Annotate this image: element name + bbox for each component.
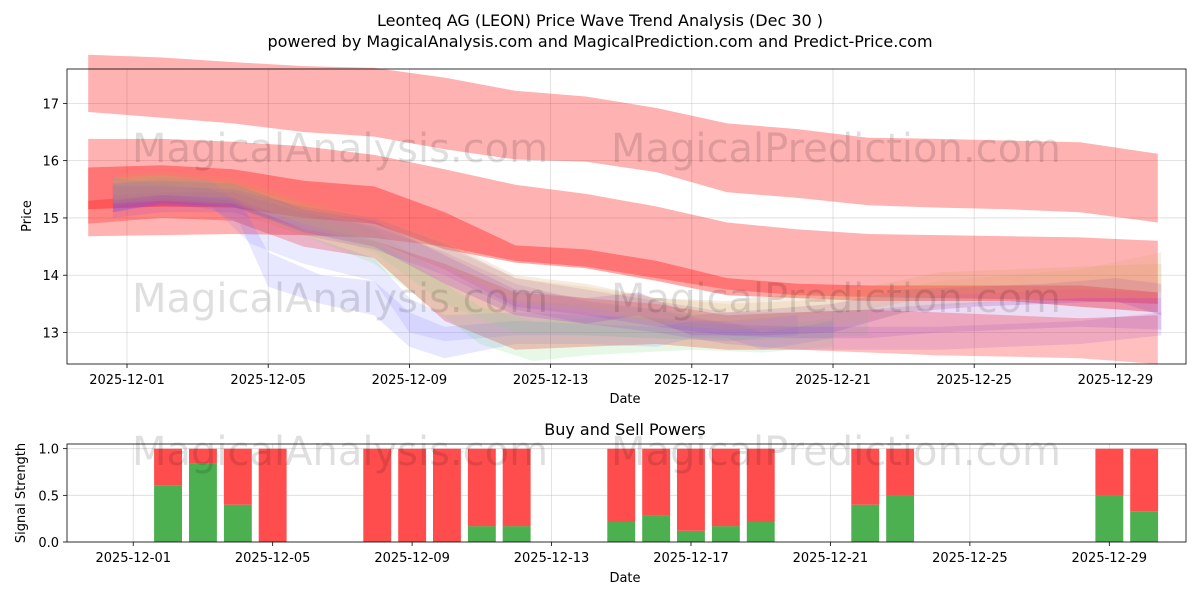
buy-power-bar [1130, 511, 1159, 542]
price-x-tick-label: 2025-12-01 [89, 373, 165, 388]
price-y-tick-label: 13 [42, 326, 59, 341]
watermark-analysis: MagicalAnalysis.com [132, 429, 548, 475]
watermark-analysis: MagicalAnalysis.com [132, 276, 548, 322]
signal-x-tick-label: 2025-12-09 [374, 551, 450, 566]
price-watermarks: MagicalAnalysis.com MagicalPrediction.co… [132, 126, 1061, 322]
sell-power-bar [1130, 448, 1159, 512]
signal-axes: 2025-12-01 2025-12-05 2025-12-09 2025-12-13… [38, 443, 1147, 566]
price-wave-orange [112, 172, 1162, 324]
signal-y-tick-label: 1.0 [38, 443, 59, 458]
buy-power-bar [886, 495, 915, 542]
price-band [88, 54, 1158, 223]
price-waves [112, 172, 1162, 362]
signal-bars [154, 448, 1159, 542]
signal-panel-title: Buy and Sell Powers [544, 420, 706, 439]
watermark-prediction: MagicalPrediction.com [611, 126, 1061, 172]
price-x-tick-label: 2025-12-17 [654, 373, 730, 388]
price-plot-frame [66, 68, 1187, 365]
sell-power-bar [886, 448, 915, 496]
price-wave-purple [112, 180, 1162, 336]
price-bands [88, 54, 1158, 364]
sell-power-bar [1095, 448, 1124, 496]
price-wave-panel: MagicalAnalysis.com MagicalPrediction.co… [20, 54, 1187, 407]
buy-power-bar [189, 463, 217, 542]
price-wave-green [112, 180, 869, 342]
buy-power-bar [467, 526, 496, 542]
price-x-tick-label: 2025-12-05 [230, 373, 306, 388]
buy-power-bar [851, 504, 880, 542]
buy-power-bar [223, 504, 252, 542]
buy-power-bar [746, 521, 775, 542]
sell-power-bar [363, 448, 392, 542]
signal-power-panel: Buy and Sell Powers MagicalAnalysis.com … [14, 420, 1187, 586]
signal-y-tick-label: 0.5 [38, 489, 59, 504]
signal-x-tick-label: 2025-12-01 [95, 551, 171, 566]
sell-power-bar [189, 448, 217, 464]
price-wave-purple [112, 186, 1162, 339]
signal-x-tick-label: 2025-12-17 [653, 551, 729, 566]
sell-power-bar [467, 448, 496, 527]
buy-power-bar [677, 530, 705, 542]
price-band [88, 165, 1158, 313]
signal-x-tick-label: 2025-12-25 [932, 551, 1008, 566]
buy-power-bar [1095, 495, 1124, 542]
price-band [88, 138, 1158, 304]
sell-power-bar [258, 448, 287, 542]
sell-power-bar [502, 448, 531, 527]
signal-watermarks: MagicalAnalysis.com MagicalPrediction.co… [132, 429, 1061, 475]
price-x-tick-label: 2025-12-09 [372, 373, 448, 388]
signal-plot-frame [66, 443, 1187, 543]
price-x-tick-label: 2025-12-13 [513, 373, 589, 388]
watermark-prediction: MagicalPrediction.com [611, 429, 1061, 475]
buy-power-bar [642, 515, 671, 542]
price-y-tick-label: 15 [42, 212, 59, 227]
price-y-tick-label: 17 [42, 97, 59, 112]
signal-y-axis-label: Signal Strength [14, 443, 29, 543]
price-y-tick-label: 14 [42, 269, 59, 284]
sell-power-bar [642, 448, 671, 516]
price-y-axis-label: Price [20, 200, 35, 232]
sell-power-bar [223, 448, 252, 505]
signal-x-tick-label: 2025-12-13 [514, 551, 590, 566]
price-band [88, 195, 1158, 364]
price-wave-green [112, 175, 833, 362]
price-wave-blue [112, 177, 798, 342]
sell-power-bar [398, 448, 427, 542]
price-grid [67, 69, 1186, 364]
sell-power-bar [154, 448, 182, 486]
buy-power-bar [711, 526, 740, 542]
price-wave-purple [112, 192, 1162, 350]
chart-subtitle: powered by MagicalAnalysis.com and Magic… [267, 32, 932, 51]
price-x-tick-label: 2025-12-21 [795, 373, 871, 388]
price-x-axis-label: Date [609, 392, 640, 407]
price-x-tick-label: 2025-12-25 [936, 373, 1012, 388]
price-y-tick-label: 16 [42, 155, 59, 170]
sell-power-bar [607, 448, 636, 522]
signal-x-tick-label: 2025-12-21 [793, 551, 869, 566]
sell-power-bar [711, 448, 740, 527]
price-axes: 2025-12-01 2025-12-05 2025-12-09 2025-12-13… [42, 97, 1153, 388]
buy-power-bar [154, 485, 182, 542]
sell-power-bar [851, 448, 880, 505]
price-x-tick-label: 2025-12-29 [1078, 373, 1154, 388]
buy-power-bar [607, 521, 636, 542]
chart-title: Leonteq AG (LEON) Price Wave Trend Analy… [377, 11, 823, 30]
sell-power-bar [746, 448, 775, 522]
signal-x-tick-label: 2025-12-05 [235, 551, 311, 566]
watermark-prediction: MagicalPrediction.com [611, 276, 1061, 322]
signal-x-axis-label: Date [609, 571, 640, 586]
buy-power-bar [502, 526, 531, 542]
watermark-analysis: MagicalAnalysis.com [132, 126, 548, 172]
price-wave-blue [112, 177, 833, 359]
price-wave-orange [112, 177, 1162, 330]
signal-x-tick-label: 2025-12-29 [1072, 551, 1148, 566]
sell-power-bar [433, 448, 461, 542]
signal-y-tick-label: 0.0 [38, 536, 59, 551]
sell-power-bar [677, 448, 705, 531]
